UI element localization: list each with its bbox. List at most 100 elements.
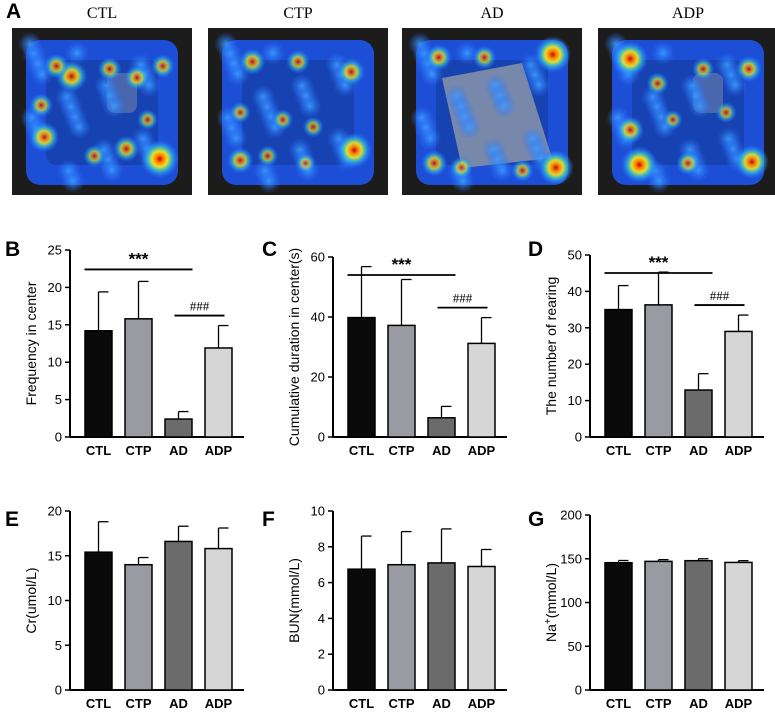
sig-label-ctl-ad: *** (129, 249, 149, 268)
y-tick-label: 40 (311, 310, 325, 325)
bar-adp (204, 347, 233, 438)
panel-letter-f: F (262, 508, 275, 531)
x-tick-label: AD (432, 696, 451, 711)
x-tick-label: CTL (86, 443, 111, 458)
heatmap-label-adp: ADP (671, 5, 704, 22)
activity-hotspot (646, 72, 669, 95)
panel-letter-d: D (528, 238, 543, 261)
activity-glow (224, 126, 248, 150)
sig-label-ad-adp: ### (453, 291, 473, 306)
y-tick-label: 20 (48, 280, 62, 295)
x-tick-label: CTP (126, 696, 152, 711)
activity-hotspot (337, 58, 365, 86)
activity-glow (65, 41, 89, 65)
x-tick-label: CTL (349, 696, 374, 711)
bar-adp (467, 565, 496, 691)
y-tick-label: 30 (568, 320, 582, 335)
bar-ctp (124, 563, 153, 691)
activity-glow (61, 169, 85, 193)
bar-ctl (84, 551, 113, 691)
bar-ctl (347, 568, 376, 691)
x-tick-label: ADP (205, 696, 233, 711)
activity-hotspot (286, 49, 310, 74)
sig-label-ad-adp: ### (710, 288, 730, 303)
activity-hotspot (140, 139, 179, 178)
y-tick-label: 0 (575, 683, 582, 698)
activity-hotspot (734, 144, 769, 179)
arena-center (242, 60, 354, 165)
activity-hotspot (113, 135, 140, 162)
activity-hotspot (735, 55, 762, 83)
heatmap-label-ad: AD (480, 5, 504, 22)
activity-hotspot (137, 109, 159, 131)
activity-hotspot (124, 65, 150, 91)
x-tick-label: AD (689, 696, 708, 711)
panel-letter-a: A (6, 0, 22, 23)
activity-glow (257, 169, 281, 193)
activity-glow (418, 126, 442, 150)
y-tick-label: 50 (568, 248, 582, 263)
activity-hotspot (621, 146, 658, 184)
y-tick-label: 100 (560, 595, 582, 610)
y-tick-label: 5 (55, 392, 62, 407)
y-axis-label: Cr(umol/L) (23, 567, 39, 633)
sig-label-ctl-ad: *** (649, 253, 669, 272)
bar-ctp (644, 560, 673, 691)
bar-adp (204, 547, 233, 691)
activity-hotspot (29, 93, 54, 118)
activity-glow (527, 73, 551, 97)
y-tick-label: 40 (568, 284, 582, 299)
bar-adp (467, 342, 496, 438)
activity-hotspot (302, 116, 324, 138)
bar-ad (164, 418, 193, 438)
chart-d: D 0 10 20 30 40 50 The number of rearing CTL CTP A… (528, 238, 764, 458)
heatmap-ctp (208, 28, 388, 195)
x-tick-label: ADP (468, 696, 496, 711)
activity-glow (651, 41, 675, 65)
bar-ctl (604, 561, 633, 691)
activity-hotspot (239, 48, 266, 75)
activity-hotspot (421, 150, 448, 177)
y-tick-label: 150 (560, 551, 582, 566)
activity-hotspot (29, 122, 60, 153)
x-tick-label: CTL (606, 443, 631, 458)
activity-hotspot (229, 101, 251, 124)
activity-hotspot (450, 156, 473, 179)
x-tick-label: CTL (606, 696, 631, 711)
y-axis-label: Cumulative duration in center(s) (286, 248, 302, 446)
y-tick-label: 0 (55, 430, 62, 445)
activity-hotspot (227, 147, 254, 174)
x-tick-label: CTP (389, 696, 415, 711)
bar-adp (724, 330, 753, 438)
panel-letter-b: B (5, 238, 20, 261)
activity-hotspot (616, 116, 645, 144)
chart-g: G 0 50 100 150 200 Na+(mmol/L) CTL CTP AD ADP (528, 508, 764, 711)
y-tick-label: 5 (55, 638, 62, 653)
x-tick-label: CTP (126, 443, 152, 458)
y-tick-label: 8 (318, 539, 325, 554)
bar-ad (164, 540, 193, 691)
y-tick-label: 20 (568, 357, 582, 372)
activity-hotspot (150, 54, 175, 78)
x-tick-label: ADP (725, 696, 753, 711)
y-axis-label: BUN(mmol/L) (286, 558, 302, 643)
activity-glow (298, 94, 322, 118)
y-tick-label: 0 (575, 430, 582, 445)
activity-hotspot (538, 149, 574, 186)
x-tick-label: ADP (205, 443, 233, 458)
bar-ctp (124, 318, 153, 438)
activity-glow (102, 94, 126, 118)
chart-e: E 0 5 10 15 20 Cr(umol/L) CTL CTP AD ADP (5, 504, 244, 711)
bar-ad (684, 389, 713, 438)
activity-hotspot (676, 151, 700, 176)
y-tick-label: 2 (318, 647, 325, 662)
activity-glow (100, 158, 124, 182)
activity-hotspot (257, 145, 279, 167)
bar-ctp (387, 563, 416, 691)
activity-hotspot (511, 159, 534, 182)
bar-ad (427, 417, 456, 438)
activity-hotspot (534, 36, 572, 73)
bar-ctp (644, 304, 673, 438)
panel-letter-e: E (5, 508, 19, 531)
